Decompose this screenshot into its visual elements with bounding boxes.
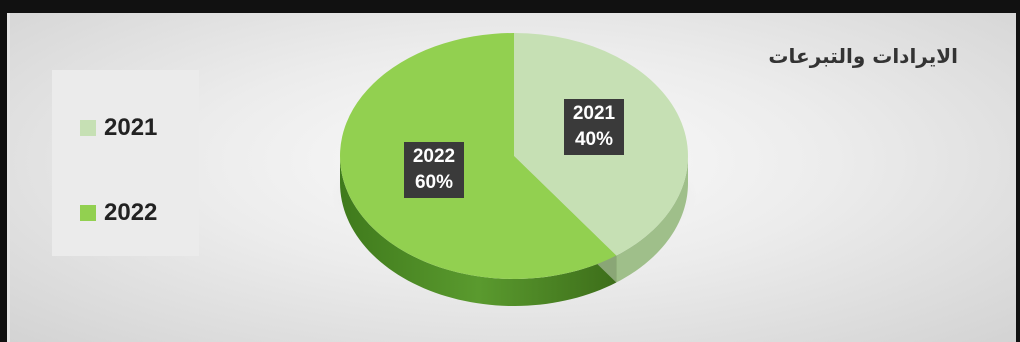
data-label-2022-category: 2022 [412, 146, 456, 167]
legend-label-2022: 2022 [104, 199, 158, 226]
data-label-2021[interactable]: 2021 40% [564, 99, 624, 155]
window-left-border [0, 0, 7, 342]
pie-side-2021 [616, 156, 688, 283]
data-label-2021-percent: 40% [574, 129, 614, 150]
window-left-gutter [7, 13, 10, 342]
data-label-2021-category: 2021 [572, 103, 616, 124]
window-top-border [0, 0, 1020, 13]
legend-swatch-2022 [80, 205, 96, 221]
data-label-2022[interactable]: 2022 60% [404, 142, 464, 198]
legend-item-2021[interactable]: 2021 [80, 113, 157, 143]
legend: 2021 2022 [52, 70, 199, 256]
data-label-2022-percent: 60% [414, 172, 454, 193]
window-right-border [1016, 0, 1020, 342]
legend-label-2021: 2021 [104, 114, 158, 141]
legend-item-2022[interactable]: 2022 [80, 198, 157, 228]
chart-title: الايرادات والتبرعات [768, 44, 958, 68]
legend-swatch-2021 [80, 120, 96, 136]
pie-slice-2022[interactable] [339, 33, 617, 279]
pie-side-2022 [340, 156, 617, 306]
